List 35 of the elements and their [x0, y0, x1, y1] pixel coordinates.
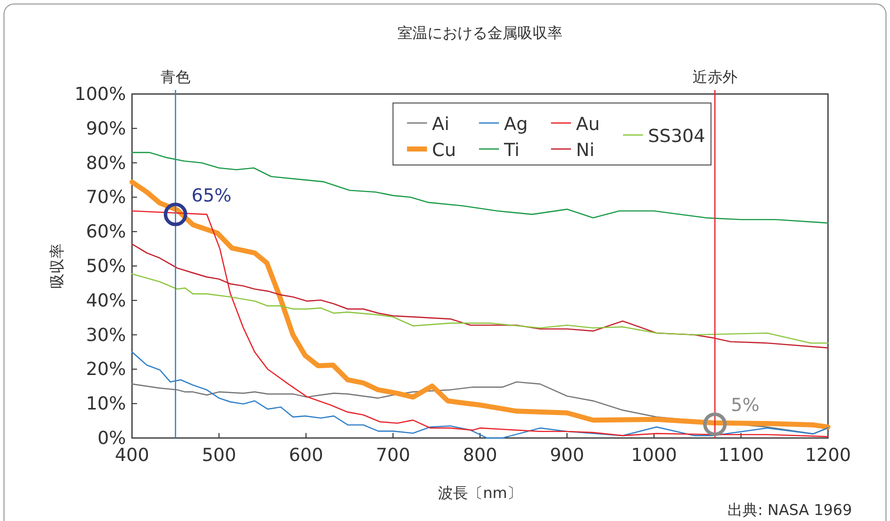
- legend-label: SS304: [648, 126, 706, 147]
- legend-label: Au: [576, 114, 600, 135]
- x-tick-label: 1100: [718, 445, 764, 466]
- x-tick-label: 700: [376, 445, 410, 466]
- y-tick-label: 30%: [86, 324, 126, 346]
- line-series: [131, 273, 829, 344]
- x-tick-label: 1200: [805, 445, 851, 466]
- y-tick-label: 70%: [86, 187, 126, 208]
- x-tick-label: 900: [550, 445, 584, 466]
- y-tick-label: 80%: [86, 152, 126, 174]
- annotation: 65%: [192, 185, 232, 206]
- legend-label: Cu: [432, 140, 456, 161]
- y-tick-label: 60%: [86, 222, 126, 243]
- ref-line-label: 近赤外: [692, 68, 738, 86]
- y-tick-label: 40%: [86, 290, 126, 312]
- x-tick-label: 800: [462, 445, 498, 466]
- legend-label: Ni: [576, 140, 594, 161]
- annotation: 5%: [730, 395, 760, 416]
- x-tick-label: 1000: [631, 445, 677, 466]
- x-tick-label: 600: [288, 445, 324, 466]
- legend-label: Ai: [432, 114, 450, 135]
- y-tick-label: 100%: [74, 84, 126, 105]
- x-tick-label: 500: [202, 445, 236, 466]
- y-tick-label: 50%: [86, 256, 126, 277]
- ref-line-label: 青色: [160, 68, 190, 86]
- y-axis-title: 吸収率: [48, 244, 66, 288]
- legend-label: Ag: [504, 114, 528, 135]
- y-tick-label: 20%: [86, 359, 126, 380]
- y-tick-label: 10%: [86, 394, 126, 415]
- legend-label: Ti: [503, 140, 520, 161]
- chart-title: 室温における金属吸収率: [398, 24, 562, 42]
- x-axis-title: 波長〔nm〕: [438, 484, 522, 502]
- line-series: [131, 243, 829, 348]
- y-tick-label: 90%: [86, 118, 126, 140]
- source-note: 出典: NASA 1969: [728, 501, 852, 519]
